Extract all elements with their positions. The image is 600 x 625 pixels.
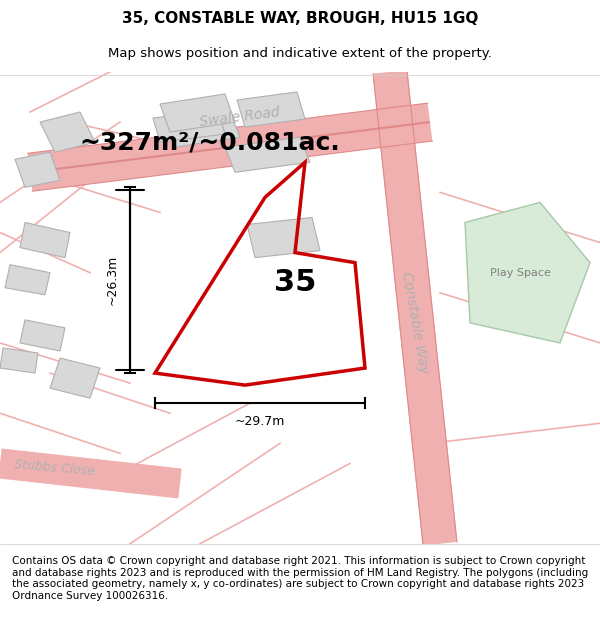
Polygon shape — [237, 92, 305, 127]
Polygon shape — [0, 348, 38, 373]
Polygon shape — [247, 217, 320, 258]
Polygon shape — [20, 222, 70, 258]
Text: Map shows position and indicative extent of the property.: Map shows position and indicative extent… — [108, 48, 492, 61]
Text: Constable Way: Constable Way — [399, 271, 431, 375]
Text: 35: 35 — [274, 268, 316, 298]
Text: ~29.7m: ~29.7m — [235, 415, 285, 428]
Text: Stubbs Close: Stubbs Close — [14, 459, 96, 479]
Polygon shape — [15, 152, 60, 188]
Text: Play Space: Play Space — [490, 268, 550, 278]
Polygon shape — [5, 264, 50, 295]
Polygon shape — [40, 112, 95, 152]
Polygon shape — [160, 94, 235, 132]
Text: 35, CONSTABLE WAY, BROUGH, HU15 1GQ: 35, CONSTABLE WAY, BROUGH, HU15 1GQ — [122, 11, 478, 26]
Polygon shape — [465, 202, 590, 343]
Polygon shape — [28, 103, 433, 191]
Polygon shape — [225, 137, 310, 172]
Text: ~327m²/~0.081ac.: ~327m²/~0.081ac. — [80, 130, 340, 154]
Text: Contains OS data © Crown copyright and database right 2021. This information is : Contains OS data © Crown copyright and d… — [12, 556, 588, 601]
Polygon shape — [165, 112, 240, 147]
Polygon shape — [373, 70, 457, 546]
Text: ~26.3m: ~26.3m — [106, 255, 119, 306]
Polygon shape — [50, 358, 100, 398]
Polygon shape — [0, 449, 182, 499]
Polygon shape — [20, 320, 65, 351]
Polygon shape — [30, 121, 430, 173]
Text: Swale Road: Swale Road — [199, 105, 281, 129]
Polygon shape — [153, 110, 225, 142]
